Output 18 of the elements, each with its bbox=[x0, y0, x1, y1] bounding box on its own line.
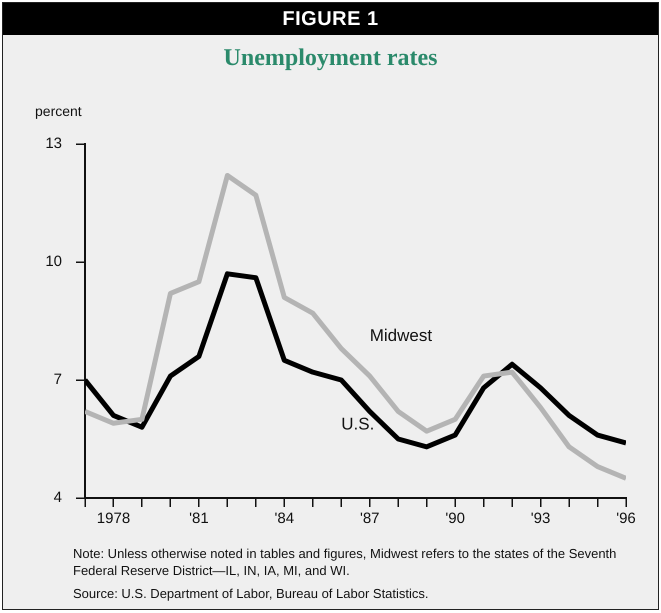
series-label: U.S. bbox=[341, 414, 374, 434]
y-tick-label: 10 bbox=[45, 253, 62, 270]
x-tick-label: '87 bbox=[360, 510, 380, 528]
series-label: Midwest bbox=[370, 326, 432, 345]
x-tick-label: '93 bbox=[530, 510, 550, 528]
x-tick-label: '90 bbox=[445, 510, 465, 528]
x-tick-label: 1978 bbox=[96, 510, 130, 528]
y-axis-title: percent bbox=[35, 103, 82, 119]
y-tick-label: 4 bbox=[54, 489, 62, 506]
y-tick-label: 13 bbox=[45, 135, 62, 152]
y-tick-label: 7 bbox=[54, 371, 62, 388]
caption: FIGURE 1 bbox=[3, 3, 658, 35]
chart-title: Unemployment rates bbox=[222, 45, 438, 73]
x-tick-label: '84 bbox=[274, 510, 294, 528]
x-tick-label: '96 bbox=[616, 510, 636, 528]
text: Note: Unless otherwise noted in tables and figures, Midwest refers to the states of the Seventh Federal Reserve District—IL, IN, IA, MI, and WI. bbox=[73, 545, 618, 579]
x-tick-label: '81 bbox=[189, 510, 209, 528]
source-note: Source: U.S. Department of Labor, Bureau of Labor Statistics. bbox=[73, 585, 430, 602]
